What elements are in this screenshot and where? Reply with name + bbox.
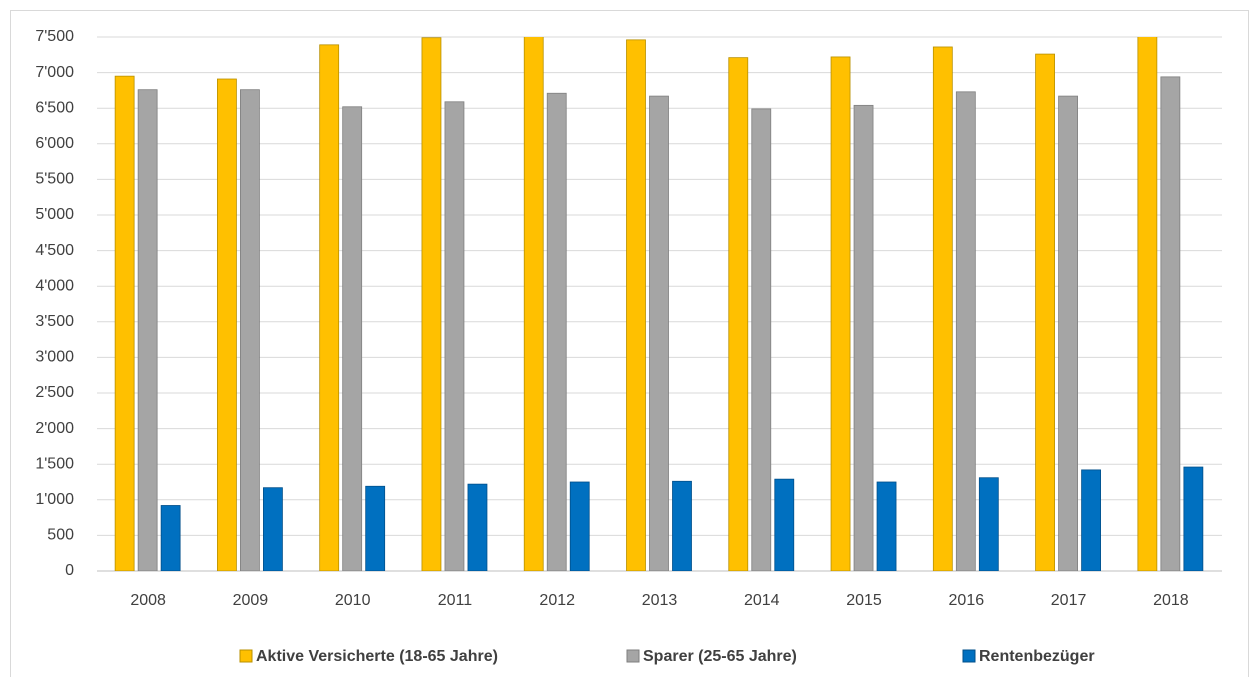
bar xyxy=(467,483,488,571)
bar xyxy=(319,44,340,571)
x-tick-label: 2016 xyxy=(949,592,985,609)
bar xyxy=(1183,466,1204,571)
legend-swatch xyxy=(962,649,976,663)
y-tick-label: 6'000 xyxy=(35,135,74,152)
bar xyxy=(830,56,851,571)
x-tick-label: 2013 xyxy=(642,592,678,609)
bar xyxy=(421,37,442,571)
bars xyxy=(114,37,1204,571)
bar xyxy=(137,89,158,571)
bar xyxy=(978,477,999,571)
y-tick-label: 5'000 xyxy=(35,206,74,223)
bar xyxy=(365,485,386,571)
y-tick-label: 4'500 xyxy=(35,242,74,259)
y-tick-label: 7'500 xyxy=(35,28,74,45)
y-tick-label: 500 xyxy=(47,527,74,544)
bar xyxy=(955,91,976,571)
bar xyxy=(774,478,795,571)
y-tick-label: 1'500 xyxy=(35,455,74,472)
bar xyxy=(1137,37,1158,571)
bar xyxy=(876,481,897,571)
legend-swatch xyxy=(239,649,253,663)
bar xyxy=(672,480,692,571)
x-tick-label: 2008 xyxy=(130,592,166,609)
labels: 0 500 1'000 1'500 2'000 2'500 3'000 3'500 4'000 4… xyxy=(35,28,1188,609)
bar xyxy=(626,39,646,571)
y-tick-label: 6'500 xyxy=(35,99,74,116)
x-tick-label: 2010 xyxy=(335,592,371,609)
y-tick-label: 5'500 xyxy=(35,171,74,188)
y-tick-label: 7'000 xyxy=(35,64,74,81)
bar xyxy=(546,92,567,571)
bar xyxy=(444,101,465,571)
bar xyxy=(728,57,749,571)
bar xyxy=(263,487,283,571)
bar xyxy=(523,37,544,571)
bar xyxy=(932,46,953,571)
x-tick-label: 2015 xyxy=(846,592,882,609)
y-tick-label: 3'000 xyxy=(35,349,74,366)
y-tick-label: 2'000 xyxy=(35,420,74,437)
y-tick-label: 4'000 xyxy=(35,277,74,294)
bar xyxy=(751,108,772,571)
legend: Aktive Versicherte (18-65 Jahre) Sparer (… xyxy=(239,648,1095,665)
x-tick-label: 2017 xyxy=(1051,592,1087,609)
bar xyxy=(1160,76,1181,571)
x-tick-label: 2014 xyxy=(744,592,780,609)
y-tick-label: 2'500 xyxy=(35,384,74,401)
bar xyxy=(160,505,181,571)
bar xyxy=(217,78,237,571)
x-tick-label: 2012 xyxy=(539,592,575,609)
bar xyxy=(1081,469,1101,571)
x-tick-label: 2018 xyxy=(1153,592,1189,609)
y-tick-label: 1'000 xyxy=(35,491,74,508)
y-tick-label: 0 xyxy=(65,562,74,579)
bar xyxy=(569,481,590,571)
legend-label: Sparer (25-65 Jahre) xyxy=(643,648,797,665)
bar xyxy=(1058,95,1078,571)
y-tick-label: 3'500 xyxy=(35,313,74,330)
bar xyxy=(649,95,669,571)
x-tick-label: 2009 xyxy=(233,592,269,609)
legend-swatch xyxy=(626,649,640,663)
bar xyxy=(342,106,363,571)
legend-label: Rentenbezüger xyxy=(979,648,1095,665)
bar xyxy=(240,89,260,571)
x-tick-label: 2011 xyxy=(438,592,473,609)
bar xyxy=(114,75,135,571)
bar xyxy=(853,104,874,571)
bar xyxy=(1035,53,1055,571)
legend-label: Aktive Versicherte (18-65 Jahre) xyxy=(256,648,498,665)
